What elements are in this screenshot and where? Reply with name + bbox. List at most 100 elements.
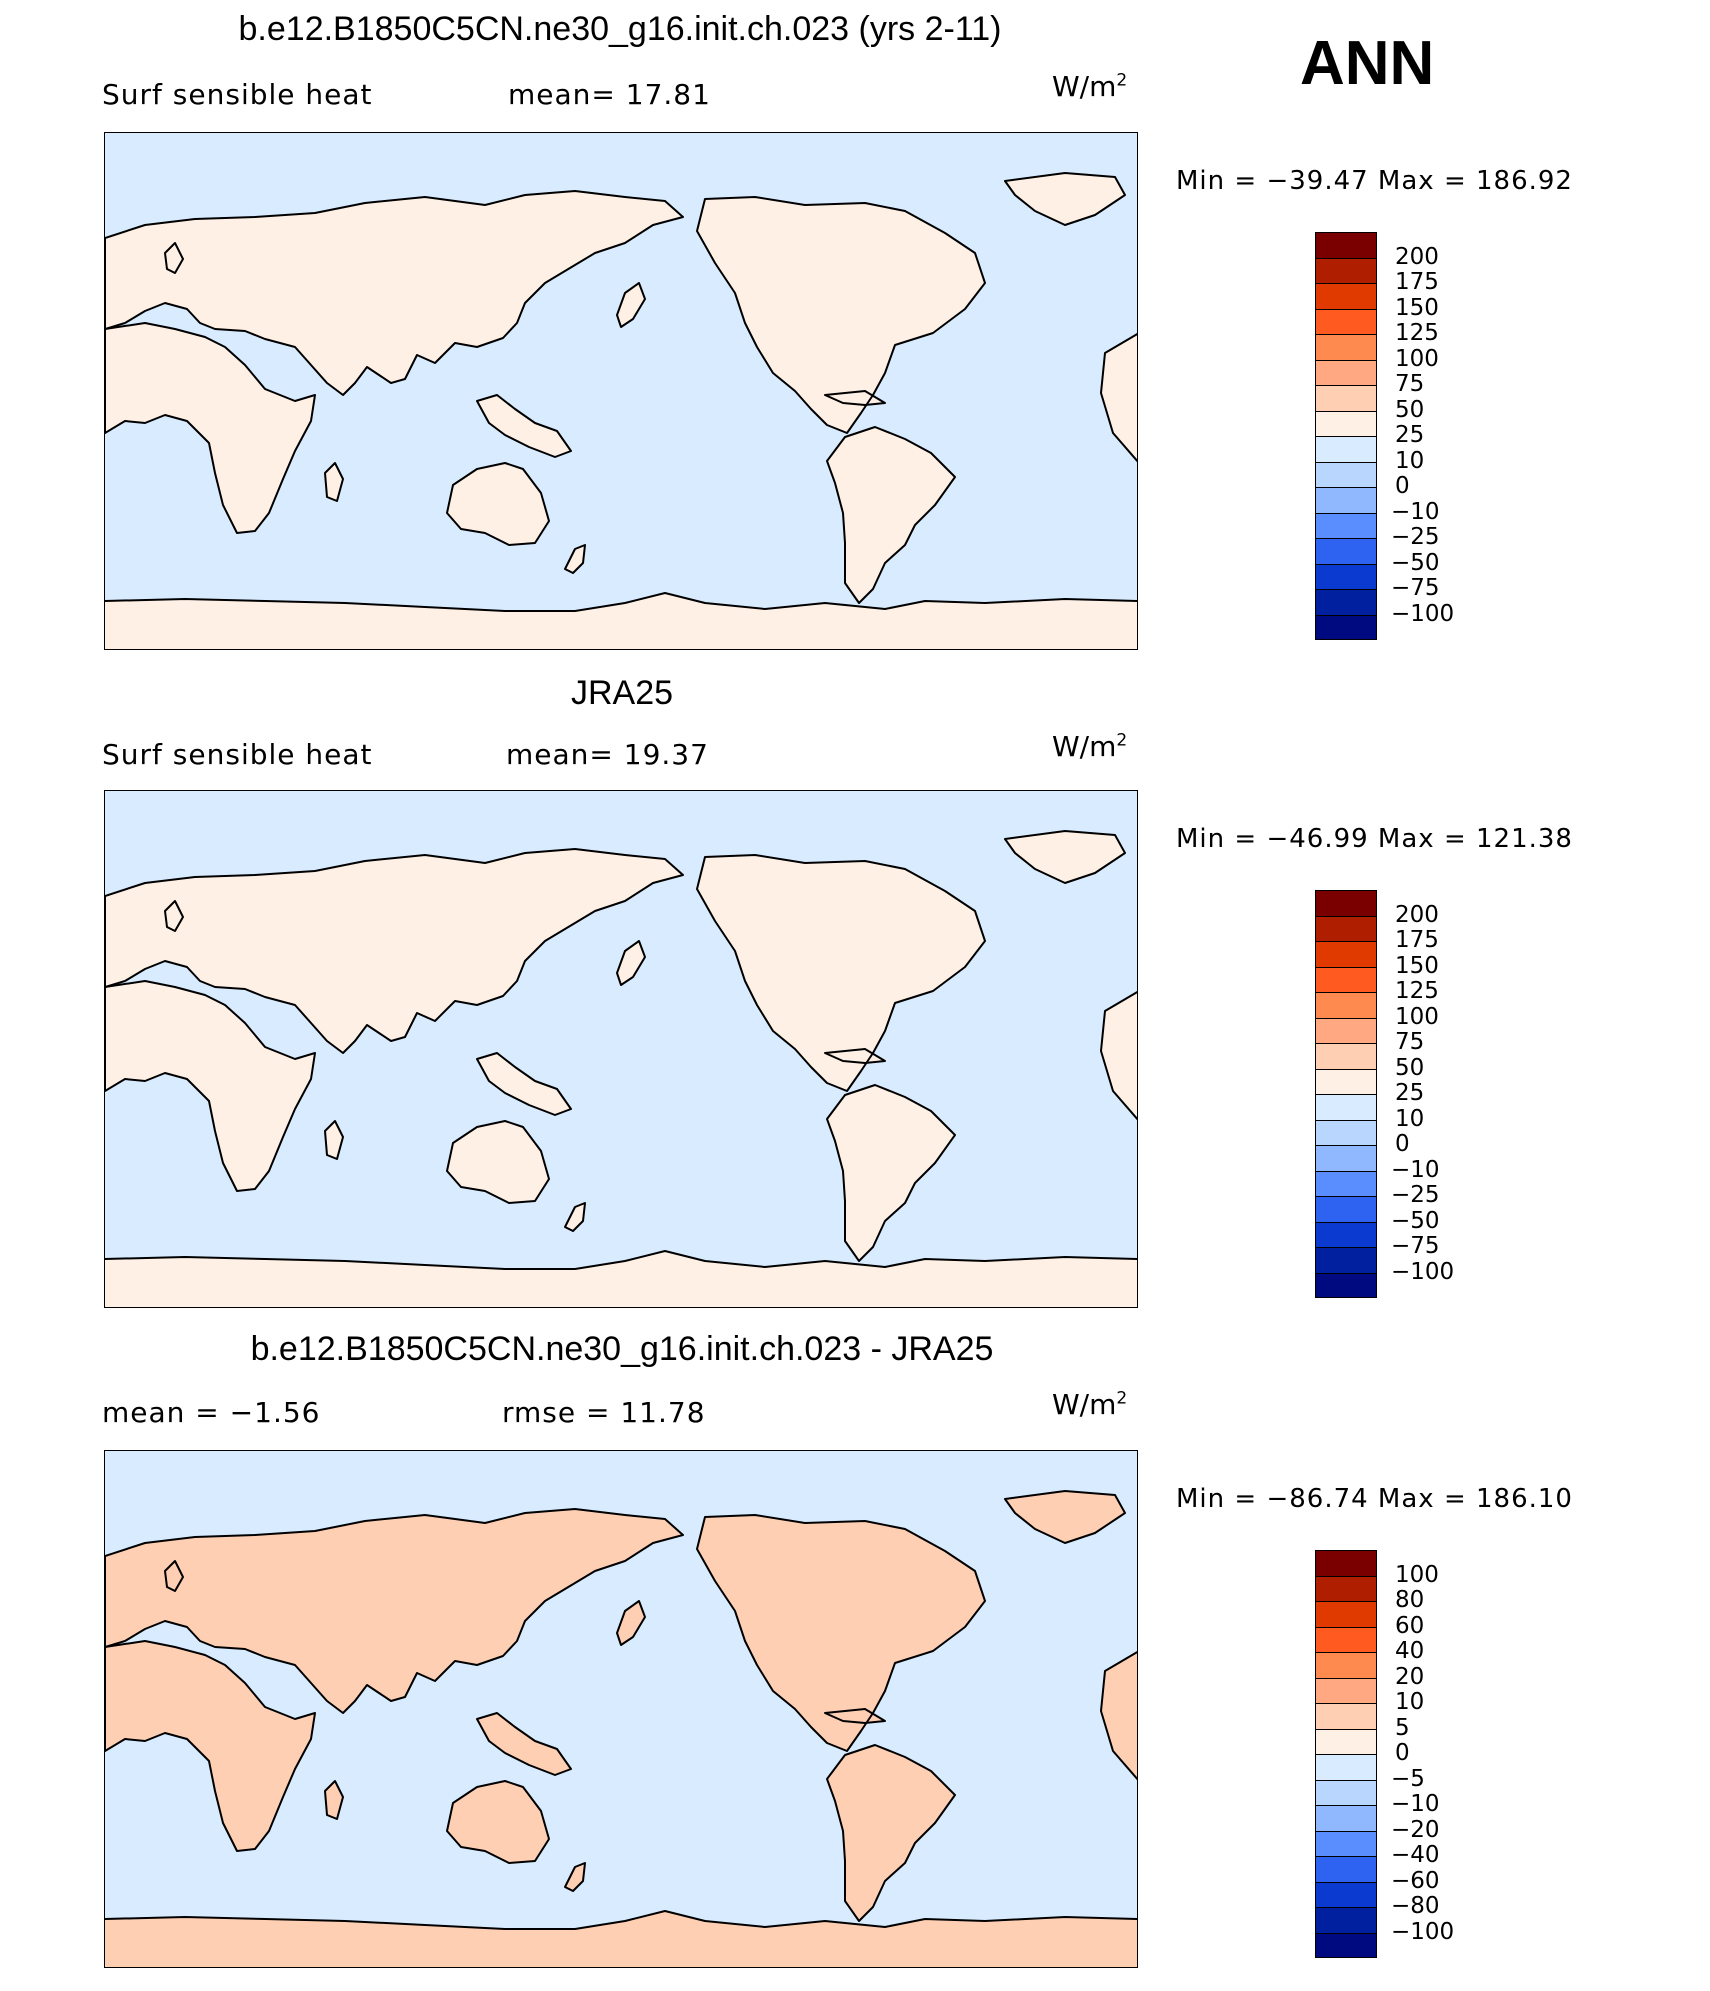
colorbar-tick-label: −10 [1391,1791,1440,1817]
colorbar-tick-label: 150 [1395,952,1439,979]
colorbar-tick-label: −75 [1391,575,1440,601]
colorbar-swatch [1315,890,1377,916]
panel-2-minmax: Min = −46.99 Max = 121.38 [1176,824,1573,854]
coastline [105,190,684,396]
colorbar-swatch [1315,1145,1377,1171]
colorbar-swatch [1315,359,1377,385]
coastline [105,1640,316,1852]
coastline [824,390,886,406]
colorbar-swatch [1315,257,1377,283]
colorbar-swatch [1315,385,1377,411]
coastline [564,544,586,574]
season-label: ANN [1300,29,1435,98]
colorbar-tick-label: −80 [1391,1893,1440,1919]
colorbar-tick-label: −60 [1391,1867,1440,1894]
coastline [105,322,316,534]
panel-1-map [104,132,1138,650]
colorbar-tick-label: 25 [1395,1080,1425,1106]
coastline [324,1780,344,1820]
colorbar-swatch [1315,1068,1377,1094]
colorbar-swatch [1315,1247,1377,1273]
panel-3-colorbar [1315,1550,1377,1958]
colorbar-tick-label: 150 [1395,294,1439,321]
coastline [105,980,316,1192]
colorbar-tick-label: 75 [1395,371,1425,397]
colorbar-tick-label: 75 [1395,1029,1425,1055]
colorbar-tick-label: 25 [1395,422,1425,448]
coastline [105,848,684,1054]
colorbar-swatch [1315,992,1377,1018]
coastline [105,1910,1137,1930]
panel-3-map [104,1450,1138,1968]
coastline [105,592,1137,612]
coastline [1004,172,1126,226]
colorbar-swatch [1315,1043,1377,1069]
colorbar-tick-label: 100 [1395,345,1439,372]
coastline [164,1560,184,1592]
colorbar-tick-label: 40 [1395,1638,1425,1664]
colorbar-swatch [1315,1550,1377,1576]
coastline [446,1120,550,1204]
colorbar-swatch [1315,966,1377,992]
colorbar-swatch [1315,1196,1377,1222]
panel-3-minmax: Min = −86.74 Max = 186.10 [1176,1484,1573,1514]
colorbar-tick-label: 125 [1395,978,1439,1004]
colorbar-swatch [1315,915,1377,941]
colorbar-tick-label: −5 [1391,1765,1425,1792]
colorbar-tick-label: 5 [1395,1714,1410,1741]
colorbar-swatch [1315,1119,1377,1145]
colorbar-swatch [1315,1907,1377,1933]
colorbar-swatch [1315,1677,1377,1703]
panel-2-units: W/m2 [1052,730,1128,763]
panel-2-mean-label: mean= 19.37 [506,738,709,771]
colorbar-tick-label: −50 [1391,549,1440,576]
panel-1-colorbar [1315,232,1377,640]
coastline [824,1048,886,1064]
coastline [1004,830,1126,884]
colorbar-swatch [1315,1728,1377,1754]
colorbar-swatch [1315,589,1377,615]
colorbar-tick-label: 125 [1395,320,1439,346]
colorbar-tick-label: −100 [1391,600,1455,627]
panel-1-mean-label: mean= 17.81 [508,78,711,111]
coastline [476,1052,572,1116]
colorbar-swatch [1315,283,1377,309]
panel-2-title: JRA25 [570,674,674,712]
coastline [564,1202,586,1232]
coastline [164,900,184,932]
colorbar-swatch [1315,1094,1377,1120]
coastline [476,1712,572,1776]
panel-2-colorbar [1315,890,1377,1298]
colorbar-swatch [1315,1017,1377,1043]
colorbar-swatch [1315,334,1377,360]
coastline [1100,991,1137,1121]
colorbar-swatch [1315,436,1377,462]
panel-3-mean-label: mean = −1.56 [102,1396,321,1429]
panel-3-title: b.e12.B1850C5CN.ne30_g16.init.ch.023 - J… [250,1330,994,1368]
colorbar-swatch [1315,1856,1377,1882]
colorbar-swatch [1315,1272,1377,1298]
panel-3-rmse-label: rmse = 11.78 [502,1396,706,1429]
colorbar-swatch [1315,1626,1377,1652]
panel-1-variable-label: Surf sensible heat [102,78,373,111]
panel-1-title: b.e12.B1850C5CN.ne30_g16.init.ch.023 (yr… [238,10,1002,48]
colorbar-tick-label: 0 [1395,1740,1410,1766]
colorbar-tick-label: 10 [1395,447,1425,474]
colorbar-swatch [1315,1779,1377,1805]
coastline [324,1120,344,1160]
coastline [564,1862,586,1892]
coastline [1004,1490,1126,1544]
colorbar-swatch [1315,1221,1377,1247]
colorbar-tick-label: −10 [1391,1156,1440,1183]
colorbar-swatch [1315,1703,1377,1729]
coastline [1100,333,1137,463]
coastline-layer [105,172,1137,612]
colorbar-tick-label: 80 [1395,1587,1425,1613]
colorbar-swatch [1315,614,1377,640]
colorbar-tick-label: 10 [1395,1689,1425,1715]
coastline [324,462,344,502]
colorbar-tick-label: 0 [1395,473,1410,499]
panel-2-map [104,790,1138,1308]
coastline [105,1508,684,1714]
colorbar-tick-label: 0 [1395,1131,1410,1157]
